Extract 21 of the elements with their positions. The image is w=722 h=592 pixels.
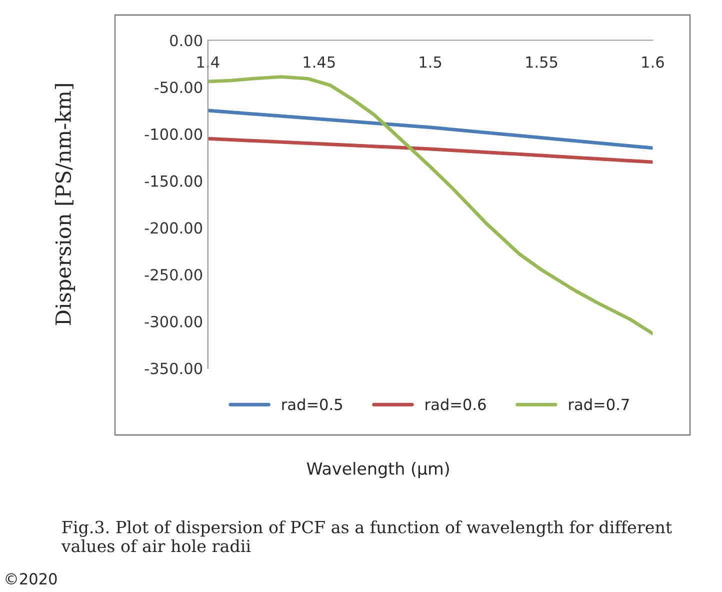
legend-label: rad=0.6 [426, 398, 486, 410]
y-tick-label: -150.00 [144, 175, 202, 187]
y-axis-title: Dispersion [PS/nm-km] [54, 84, 76, 325]
x-tick-label: 1.5 [420, 56, 442, 68]
line-series [208, 75, 653, 336]
y-tick-label: -100.00 [144, 128, 202, 140]
text: Wavelength (μm) [306, 462, 449, 478]
text: ©2020 [6, 573, 57, 585]
x-tick-label: 1.55 [526, 56, 558, 68]
x-tick-label: 1.45 [304, 56, 335, 68]
y-tick-label: -300.00 [144, 316, 202, 328]
x-tick-label: 1.4 [197, 56, 220, 68]
caption: Fig.3. Plot of dispersion of PCF as a function of wavelength for different values of air hole radii [61, 520, 672, 552]
legend-label: rad=0.5 [282, 398, 342, 410]
y-tick-label: 0.00 [170, 34, 202, 46]
y-tick-label: -50.00 [154, 82, 202, 94]
legend-label: rad=0.7 [569, 398, 629, 410]
y-tick-label: -250.00 [144, 268, 202, 281]
y-tick-label: -350.00 [144, 362, 202, 374]
x-tick-label: 1.6 [642, 56, 664, 68]
y-tick-label: -200.00 [144, 222, 202, 234]
